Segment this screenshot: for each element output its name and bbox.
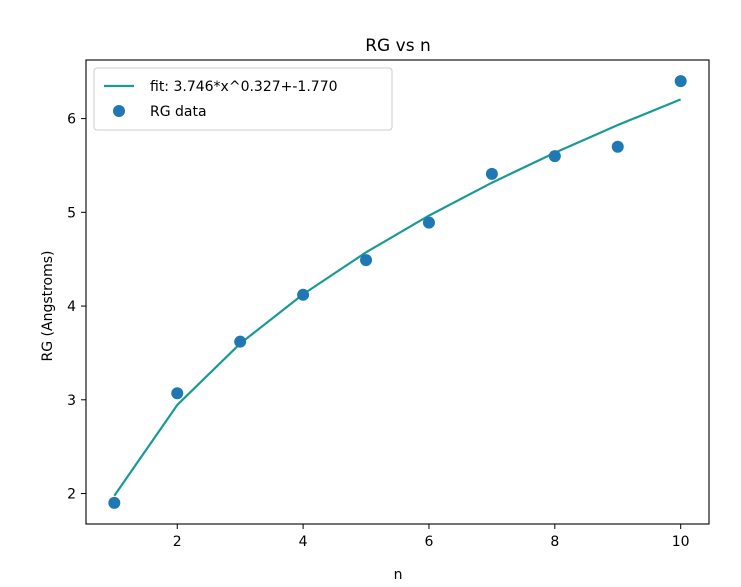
- data-point: [422, 216, 435, 229]
- legend-marker-swatch: [113, 105, 125, 117]
- fit-line: [113, 98, 682, 497]
- data-point: [548, 150, 561, 163]
- data-point: [360, 254, 373, 267]
- x-tick-label: 4: [299, 534, 308, 550]
- x-tick-label: 8: [550, 534, 559, 550]
- x-tick-label: 6: [425, 534, 434, 550]
- plot-background: [86, 60, 709, 524]
- legend-box: [93, 67, 393, 131]
- x-tick-label: 2: [173, 534, 182, 550]
- y-tick-label: 3: [67, 393, 76, 409]
- data-point: [234, 335, 247, 348]
- x-tick-label: 10: [672, 534, 690, 550]
- axes-frame: [85, 59, 710, 525]
- legend-label: RG data: [150, 104, 207, 120]
- axes-layer: 2 4 6 8 10 2 3 4 5 6: [67, 59, 710, 550]
- data-point: [108, 496, 121, 509]
- plot-area: [86, 60, 709, 524]
- data-point: [674, 75, 687, 88]
- y-tick-label: 2: [67, 487, 76, 503]
- x-axis-label: n: [394, 567, 403, 583]
- y-tick-label: 4: [67, 299, 76, 315]
- data-point: [171, 387, 184, 400]
- legend-label: fit: 3.746*x^0.327+-1.770: [150, 79, 338, 95]
- data-point: [485, 167, 498, 180]
- series-layer: [108, 75, 687, 509]
- y-tick-label: 5: [67, 205, 76, 221]
- data-point: [297, 288, 310, 301]
- y-tick-label: 6: [67, 112, 76, 128]
- chart-title: RG vs n: [365, 36, 431, 56]
- y-axis-label: RG (Angstroms): [40, 250, 56, 361]
- data-point: [611, 140, 624, 153]
- legend: fit: 3.746*x^0.327+-1.770 RG data: [93, 67, 393, 131]
